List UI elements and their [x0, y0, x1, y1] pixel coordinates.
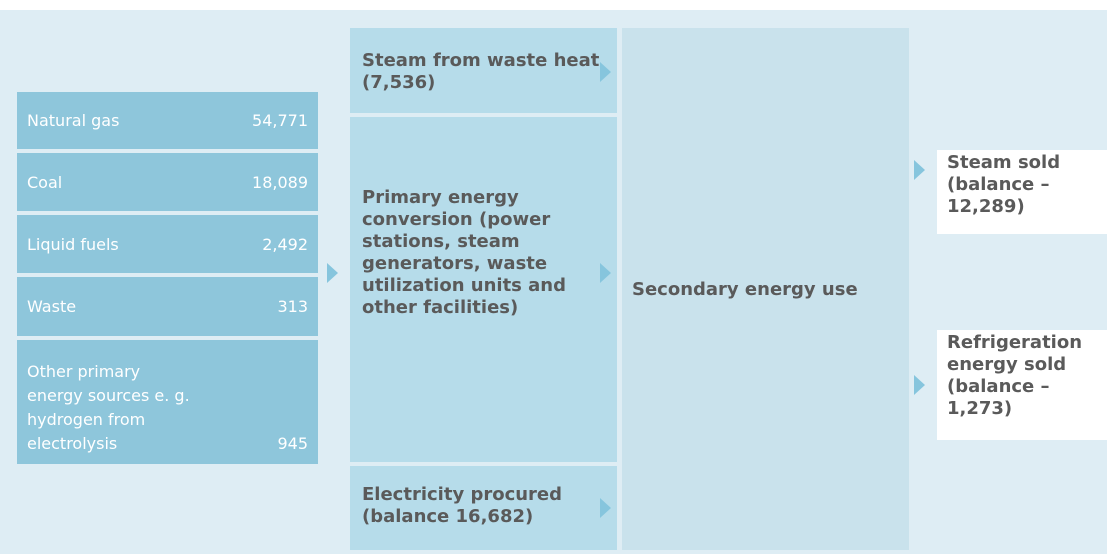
- source-label: Coal: [27, 172, 63, 192]
- source-row: Coal 18,089: [17, 153, 318, 211]
- source-row: Other primary energy sources e. g. hydro…: [17, 340, 318, 464]
- source-label: Other primary energy sources e. g. hydro…: [27, 362, 190, 453]
- source-label: Waste: [27, 297, 77, 316]
- arrow: [600, 498, 611, 518]
- source-value: 945: [277, 434, 308, 453]
- source-value: 313: [277, 297, 308, 316]
- source-value: 54,771: [252, 111, 308, 130]
- arrow: [600, 263, 611, 283]
- secondary-box: Secondary energy use: [622, 28, 909, 550]
- source-row: Waste 313: [17, 277, 318, 336]
- steam-box: Steam from waste heat (7,536): [350, 28, 617, 113]
- secondary-label: Secondary energy use: [632, 278, 858, 300]
- primary-box: Primary energy conversion (power station…: [350, 117, 617, 462]
- electricity-box: Electricity procured (balance 16,682): [350, 466, 617, 550]
- arrow: [914, 375, 925, 395]
- source-row: Liquid fuels 2,492: [17, 215, 318, 273]
- arrow: [327, 263, 338, 283]
- source-row: Natural gas 54,771: [17, 92, 318, 149]
- source-value: 18,089: [252, 172, 308, 192]
- source-label: Natural gas: [27, 111, 120, 130]
- arrow: [600, 62, 611, 82]
- source-label: Liquid fuels: [27, 234, 119, 254]
- output-box: Steam sold (balance –12,289): [937, 150, 1107, 234]
- source-value: 2,492: [262, 234, 308, 254]
- output-box: Refrigeration energy sold (balance –1,27…: [937, 330, 1107, 440]
- arrow: [914, 160, 925, 180]
